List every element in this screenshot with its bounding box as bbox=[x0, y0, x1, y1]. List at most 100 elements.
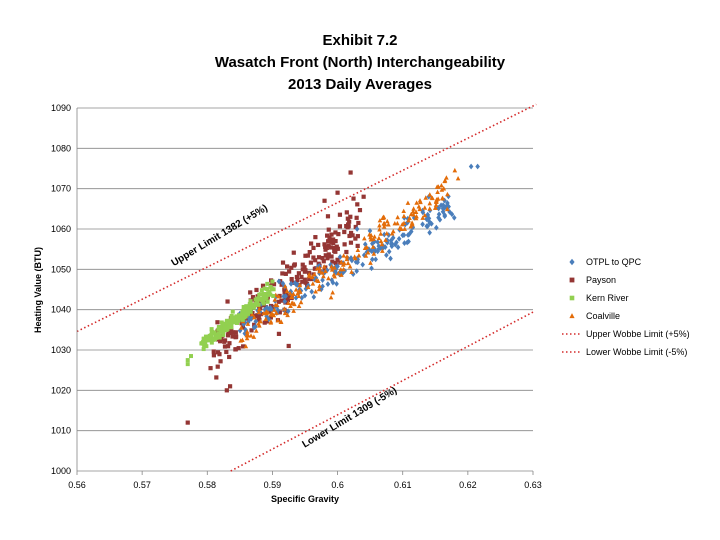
data-point bbox=[406, 218, 411, 223]
data-point bbox=[307, 249, 312, 255]
data-point bbox=[208, 333, 213, 338]
data-point bbox=[436, 214, 441, 221]
data-point bbox=[216, 325, 221, 330]
y-tick-label: 1080 bbox=[51, 143, 71, 153]
data-point bbox=[255, 313, 260, 318]
data-point bbox=[242, 330, 248, 337]
legend-label: Kern River bbox=[586, 293, 629, 303]
data-point bbox=[235, 317, 240, 322]
data-point bbox=[361, 194, 366, 199]
data-point bbox=[316, 255, 322, 260]
data-point bbox=[251, 334, 257, 339]
data-point bbox=[436, 204, 441, 211]
data-point bbox=[347, 233, 352, 239]
data-point bbox=[293, 295, 299, 301]
data-point bbox=[241, 304, 246, 309]
data-point bbox=[247, 303, 252, 308]
data-point bbox=[423, 195, 429, 200]
data-point bbox=[355, 243, 360, 249]
data-point bbox=[243, 343, 249, 349]
data-point bbox=[406, 238, 411, 245]
data-point bbox=[325, 256, 330, 261]
data-point bbox=[441, 205, 447, 212]
data-point bbox=[240, 317, 245, 322]
data-point bbox=[381, 221, 387, 226]
data-point bbox=[268, 309, 273, 314]
data-point bbox=[347, 219, 352, 224]
data-point bbox=[305, 284, 311, 290]
data-point bbox=[303, 253, 308, 258]
data-point bbox=[376, 235, 382, 241]
data-point bbox=[286, 300, 291, 305]
data-point bbox=[268, 312, 274, 317]
data-point bbox=[333, 260, 338, 266]
legend-item: Coalville bbox=[569, 311, 620, 321]
data-point bbox=[337, 224, 343, 229]
data-point bbox=[322, 242, 327, 247]
data-point bbox=[336, 232, 341, 237]
data-point bbox=[290, 300, 296, 305]
data-point bbox=[354, 215, 359, 220]
data-point bbox=[282, 283, 288, 289]
data-point bbox=[261, 310, 267, 316]
data-point bbox=[337, 254, 343, 260]
data-point bbox=[330, 279, 336, 286]
data-point bbox=[221, 332, 226, 337]
data-point bbox=[248, 308, 253, 313]
data-point bbox=[355, 202, 360, 207]
data-point bbox=[280, 260, 286, 265]
x-tick-label: 0.56 bbox=[68, 480, 86, 490]
data-point bbox=[253, 328, 259, 333]
x-tick-label: 0.63 bbox=[524, 480, 542, 490]
data-point bbox=[323, 268, 328, 274]
data-point bbox=[218, 329, 223, 334]
data-point bbox=[245, 321, 251, 326]
data-point bbox=[344, 254, 350, 259]
data-point bbox=[205, 336, 210, 341]
data-point bbox=[268, 320, 274, 325]
data-point bbox=[240, 311, 245, 316]
data-point bbox=[355, 234, 360, 239]
data-point bbox=[244, 333, 250, 338]
data-point bbox=[356, 253, 362, 258]
data-point bbox=[345, 216, 350, 221]
data-point bbox=[269, 307, 274, 313]
data-point bbox=[331, 237, 336, 242]
upper-wobbe-limit-line bbox=[76, 103, 537, 333]
data-point bbox=[275, 317, 281, 323]
data-point bbox=[223, 322, 228, 327]
data-point bbox=[434, 224, 439, 231]
data-point bbox=[433, 202, 439, 207]
data-point bbox=[231, 330, 236, 335]
data-point bbox=[386, 248, 392, 255]
data-point bbox=[283, 271, 288, 276]
data-point bbox=[271, 294, 276, 299]
data-point bbox=[296, 293, 302, 298]
data-point bbox=[328, 237, 334, 242]
y-tick-label: 1000 bbox=[51, 466, 71, 476]
data-point bbox=[353, 224, 358, 230]
data-point bbox=[424, 223, 430, 230]
data-point bbox=[344, 249, 349, 255]
data-point bbox=[253, 297, 258, 302]
data-point bbox=[276, 331, 282, 336]
data-point bbox=[233, 330, 238, 335]
data-point bbox=[422, 212, 428, 218]
data-point bbox=[271, 287, 276, 292]
data-point bbox=[316, 286, 322, 292]
data-point bbox=[203, 341, 208, 346]
data-point bbox=[283, 293, 288, 300]
data-point bbox=[355, 259, 360, 266]
data-point bbox=[322, 198, 327, 203]
data-point bbox=[321, 259, 326, 264]
data-point bbox=[333, 238, 338, 244]
data-point bbox=[266, 306, 271, 313]
limit-lines bbox=[76, 103, 537, 472]
legend-item: Payson bbox=[569, 275, 616, 285]
data-point bbox=[384, 252, 389, 259]
data-point bbox=[434, 197, 439, 202]
data-point bbox=[258, 297, 263, 302]
data-point bbox=[321, 264, 327, 269]
data-point bbox=[326, 252, 331, 257]
data-point bbox=[375, 248, 380, 255]
